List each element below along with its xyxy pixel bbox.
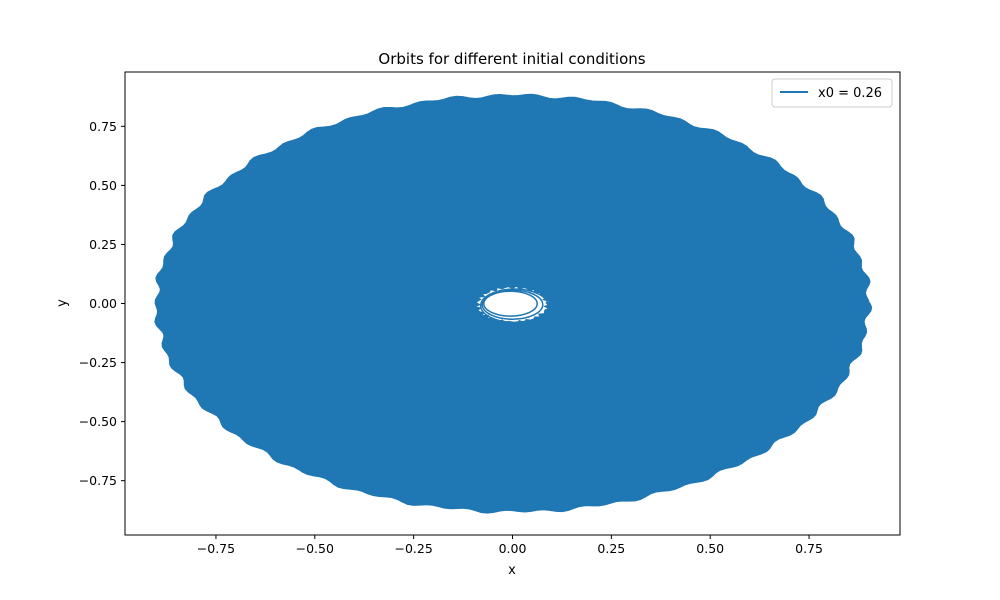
- y-tick-label: 0.25: [89, 237, 117, 252]
- series-inner-orbit-line: [479, 288, 550, 324]
- x-tick-label: 0.25: [597, 541, 625, 556]
- x-tick-label: −0.75: [197, 541, 235, 556]
- series-inner-orbit-line: [481, 289, 544, 320]
- chart-title: Orbits for different initial conditions: [378, 50, 645, 68]
- axes-ticks: −0.75 −0.50 −0.25 0.00 0.25 0.50 0.75 −0.75 −0.5…: [79, 119, 823, 556]
- legend: x0 = 0.26: [771, 78, 893, 108]
- y-tick-label: 0.50: [89, 178, 117, 193]
- x-axis-label: x: [508, 563, 516, 578]
- x-tick-label: 0.00: [499, 541, 527, 556]
- x-tick-label: −0.25: [394, 541, 432, 556]
- axes-frame: [124, 71, 901, 536]
- y-tick-label: −0.25: [79, 355, 117, 370]
- y-tick-label: −0.75: [79, 473, 117, 488]
- y-axis-label: y: [55, 299, 70, 307]
- y-tick-label: 0.75: [89, 119, 117, 134]
- y-tick-label: −0.50: [79, 414, 117, 429]
- series-inner-orbit-line: [483, 290, 538, 317]
- plot-area: [154, 93, 873, 514]
- y-tick-label: 0.00: [89, 296, 117, 311]
- x-tick-label: 0.75: [795, 541, 823, 556]
- legend-box: [771, 78, 893, 108]
- x-tick-label: 0.50: [696, 541, 724, 556]
- x-tick-label: −0.50: [296, 541, 334, 556]
- legend-label: x0 = 0.26: [818, 86, 882, 101]
